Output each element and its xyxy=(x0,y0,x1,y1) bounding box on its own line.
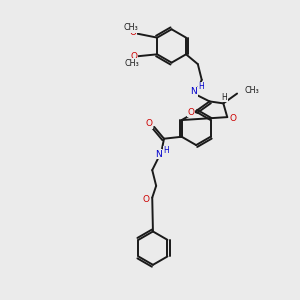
Text: O: O xyxy=(143,195,150,204)
Text: H: H xyxy=(163,146,169,155)
Text: CH₃: CH₃ xyxy=(245,86,260,95)
Text: H: H xyxy=(221,93,227,102)
Text: N: N xyxy=(155,150,161,159)
Text: CH₃: CH₃ xyxy=(125,58,140,68)
Text: O: O xyxy=(146,119,153,128)
Text: O: O xyxy=(188,108,194,117)
Text: O: O xyxy=(129,28,136,37)
Text: H: H xyxy=(198,82,204,91)
Text: O: O xyxy=(230,114,237,123)
Text: O: O xyxy=(130,52,137,61)
Text: CH₃: CH₃ xyxy=(124,23,139,32)
Text: N: N xyxy=(190,87,197,96)
